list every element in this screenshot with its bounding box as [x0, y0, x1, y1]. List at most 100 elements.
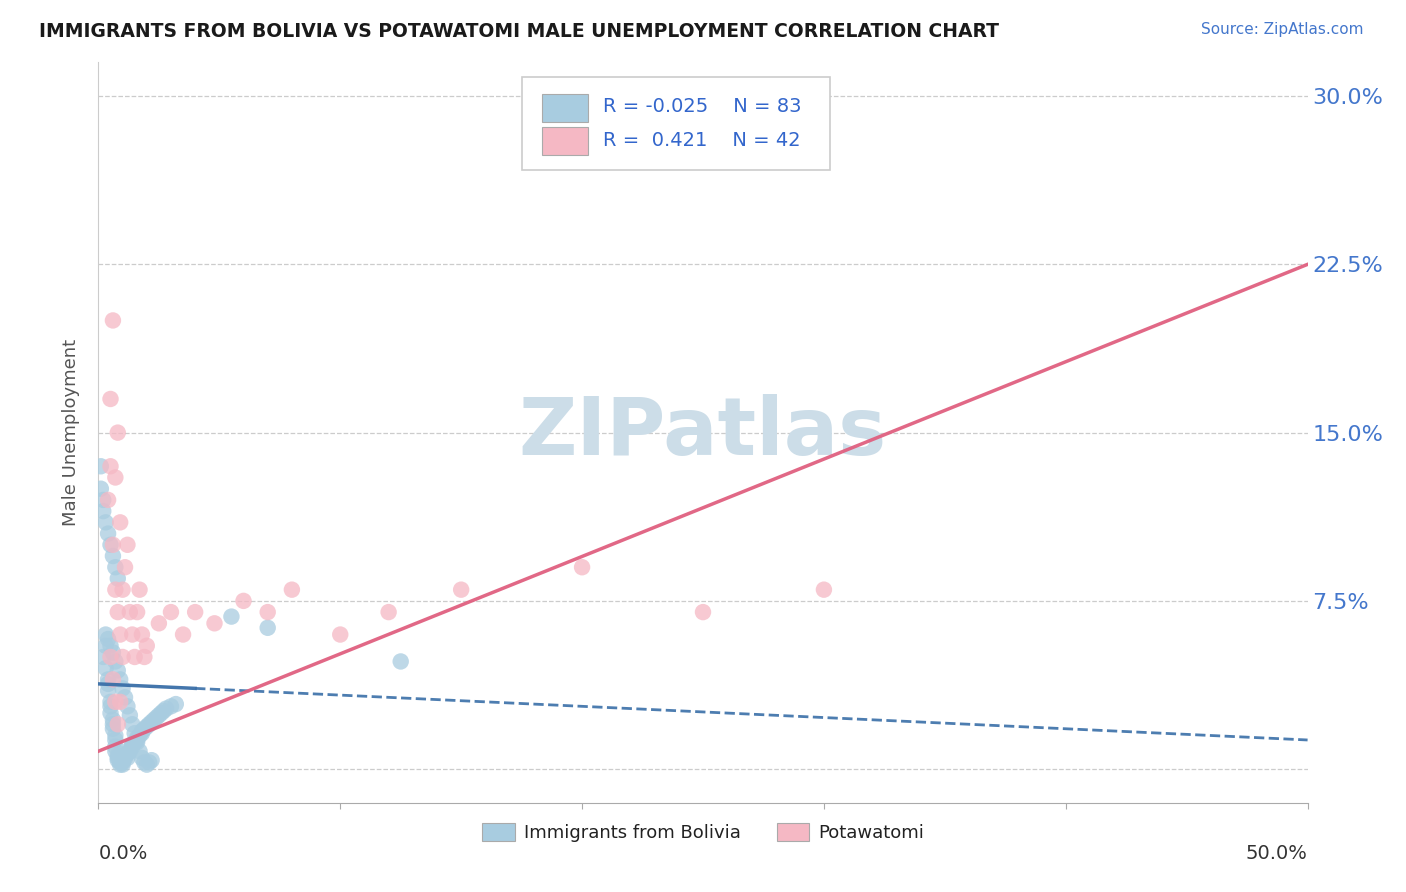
Point — [111, 753, 134, 767]
Point — [104, 582, 127, 597]
Point — [131, 627, 153, 641]
Point — [128, 744, 150, 758]
Point — [145, 710, 167, 724]
Text: IMMIGRANTS FROM BOLIVIA VS POTAWATOMI MALE UNEMPLOYMENT CORRELATION CHART: IMMIGRANTS FROM BOLIVIA VS POTAWATOMI MA… — [39, 22, 1000, 41]
FancyBboxPatch shape — [522, 78, 830, 169]
Point — [121, 738, 143, 752]
Point — [134, 650, 156, 665]
Point — [135, 719, 157, 733]
Point — [152, 704, 174, 718]
Point — [104, 739, 127, 754]
Point — [104, 655, 127, 669]
Point — [100, 459, 122, 474]
Point — [204, 616, 226, 631]
Point — [108, 673, 131, 687]
Point — [108, 757, 131, 772]
Point — [108, 516, 131, 530]
Point — [692, 605, 714, 619]
Point — [104, 744, 127, 758]
Point — [108, 695, 131, 709]
Point — [100, 699, 122, 714]
Point — [101, 717, 124, 731]
Point — [100, 639, 122, 653]
Point — [131, 724, 153, 739]
Point — [160, 605, 183, 619]
Text: R =  0.421    N = 42: R = 0.421 N = 42 — [603, 130, 800, 150]
Point — [97, 673, 120, 687]
Point — [389, 655, 412, 669]
FancyBboxPatch shape — [543, 94, 588, 121]
Point — [184, 605, 207, 619]
FancyBboxPatch shape — [543, 127, 588, 155]
Point — [91, 504, 114, 518]
Point — [121, 717, 143, 731]
Point — [143, 713, 166, 727]
Point — [107, 571, 129, 585]
Point — [101, 673, 124, 687]
Point — [329, 627, 352, 641]
Point — [91, 650, 114, 665]
Point — [104, 733, 127, 747]
Point — [101, 722, 124, 736]
Point — [107, 717, 129, 731]
Point — [221, 609, 243, 624]
Point — [165, 697, 187, 711]
Point — [97, 632, 120, 646]
Point — [104, 470, 127, 484]
Point — [107, 605, 129, 619]
Point — [134, 722, 156, 736]
Point — [100, 650, 122, 665]
Point — [118, 605, 141, 619]
Point — [141, 753, 163, 767]
Point — [100, 392, 122, 406]
Point — [111, 582, 134, 597]
Point — [281, 582, 304, 597]
Point — [127, 733, 149, 747]
Point — [117, 747, 139, 761]
Point — [135, 639, 157, 653]
Point — [160, 699, 183, 714]
Y-axis label: Male Unemployment: Male Unemployment — [62, 339, 80, 526]
Point — [148, 708, 170, 723]
Text: ZIPatlas: ZIPatlas — [519, 393, 887, 472]
Point — [118, 742, 141, 756]
Point — [114, 560, 136, 574]
Point — [232, 594, 254, 608]
Point — [138, 756, 160, 770]
Point — [121, 739, 143, 754]
Point — [107, 753, 129, 767]
Point — [124, 735, 146, 749]
Point — [131, 751, 153, 765]
Point — [104, 695, 127, 709]
Point — [118, 708, 141, 723]
Point — [118, 744, 141, 758]
Point — [813, 582, 835, 597]
Point — [97, 526, 120, 541]
Point — [117, 699, 139, 714]
Point — [108, 756, 131, 770]
Point — [107, 664, 129, 678]
Point — [111, 756, 134, 770]
Point — [107, 751, 129, 765]
Point — [121, 627, 143, 641]
Point — [127, 605, 149, 619]
Point — [127, 731, 149, 745]
Point — [104, 560, 127, 574]
Point — [94, 639, 117, 653]
Point — [111, 757, 134, 772]
Point — [138, 717, 160, 731]
Point — [101, 538, 124, 552]
Point — [90, 482, 112, 496]
Text: 50.0%: 50.0% — [1246, 844, 1308, 863]
Point — [94, 627, 117, 641]
Point — [90, 459, 112, 474]
Point — [117, 751, 139, 765]
Point — [148, 616, 170, 631]
Point — [450, 582, 472, 597]
Point — [117, 538, 139, 552]
Point — [108, 627, 131, 641]
Point — [91, 492, 114, 507]
Point — [100, 695, 122, 709]
Point — [97, 683, 120, 698]
Point — [128, 582, 150, 597]
